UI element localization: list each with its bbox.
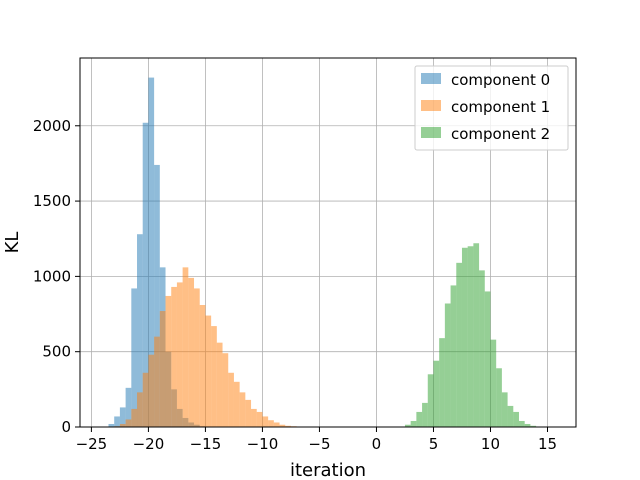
- series-2-bar-6: [439, 338, 445, 427]
- series-2-bar-7: [444, 303, 451, 427]
- series-1-bar-28: [273, 422, 280, 427]
- series-2-bar-21: [524, 423, 531, 427]
- series-0-bar-5: [137, 234, 143, 427]
- series-1-bar-1: [119, 423, 126, 427]
- y-tick-label-1: 500: [42, 343, 71, 361]
- y-tick-label-0: 0: [61, 418, 71, 436]
- legend-swatch-1: [421, 100, 441, 111]
- series-0-bar-8: [154, 164, 160, 427]
- series-1-bar-7: [154, 336, 160, 427]
- series-1-bar-17: [211, 326, 217, 427]
- series-1-bar-24: [251, 408, 257, 427]
- x-tick-label-0: −25: [76, 435, 108, 453]
- series-2-bar-15: [490, 339, 497, 427]
- series-2-bar-20: [518, 420, 525, 427]
- x-tick-label-5: 0: [372, 435, 382, 453]
- series-1-bar-19: [222, 353, 229, 427]
- y-tick-label-2: 1000: [33, 267, 71, 285]
- x-tick-label-7: 10: [481, 435, 500, 453]
- series-2-bar-0: [404, 424, 411, 427]
- legend-swatch-0: [421, 73, 441, 84]
- y-axis-ticks: 0 500 1000 1500 2000: [33, 117, 80, 436]
- legend-box: [414, 65, 569, 151]
- series-2-bar-17: [501, 392, 508, 427]
- legend-swatch-2: [421, 127, 441, 138]
- x-tick-label-8: 15: [538, 435, 557, 453]
- y-tick-label-3: 1500: [33, 192, 71, 210]
- series-2-bar-14: [484, 291, 491, 427]
- series-1-bar-25: [256, 411, 263, 427]
- x-tick-label-2: −15: [190, 435, 222, 453]
- series-2-bar-9: [456, 262, 462, 427]
- series-1-bar-13: [188, 277, 195, 427]
- series-1-bar-18: [216, 342, 223, 427]
- series-1-bar-4: [137, 392, 143, 427]
- x-tick-label-1: −20: [133, 435, 165, 453]
- series-2-bar-8: [450, 285, 457, 427]
- legend-label-0: component 0: [451, 71, 550, 89]
- series-1-bar-3: [131, 408, 138, 427]
- series-1-bar-29: [279, 424, 286, 427]
- series-0-bar-7: [148, 77, 155, 427]
- series-1-bar-5: [142, 372, 149, 427]
- series-0-bar-6: [142, 122, 149, 427]
- series-2-bar-10: [461, 247, 468, 427]
- series-1-bar-6: [148, 354, 155, 427]
- x-tick-label-4: −5: [308, 435, 330, 453]
- series-2-bar-16: [496, 368, 502, 427]
- x-tick-label-3: −10: [247, 435, 279, 453]
- series-1-bar-2: [125, 419, 132, 427]
- y-axis-label: KL: [2, 232, 23, 254]
- legend-item-1: component 1: [421, 98, 550, 116]
- series-1-bar-20: [228, 372, 234, 427]
- series-0-bar-2: [119, 407, 126, 427]
- series-1-bar-10: [171, 286, 177, 427]
- series-1-bar-12: [182, 267, 189, 427]
- series-1-bar-9: [165, 295, 172, 427]
- series-2-bar-4: [427, 374, 434, 427]
- series-1-bar-23: [245, 399, 252, 427]
- x-tick-label-6: 5: [429, 435, 439, 453]
- series-1-bar-14: [194, 288, 200, 427]
- legend-label-2: component 2: [451, 125, 550, 143]
- series-0-bar-4: [131, 288, 138, 427]
- series-1-bar-11: [176, 282, 183, 427]
- series-1-bar-15: [199, 305, 206, 427]
- series-1-bar-22: [239, 392, 246, 427]
- plot-frame: [79, 57, 577, 428]
- series-1-bar-16: [205, 315, 212, 427]
- legend-item-2: component 2: [421, 125, 550, 143]
- series-1-bar-8: [159, 311, 166, 427]
- series-2-bar-5: [433, 360, 440, 427]
- x-axis-label: iteration: [290, 460, 366, 480]
- series-2-bar-19: [513, 411, 519, 427]
- y-tick-label-4: 2000: [33, 117, 71, 135]
- series-2-bar-13: [479, 270, 485, 427]
- series-1-bar-21: [233, 381, 240, 427]
- series-1-bars: [114, 267, 320, 427]
- series-0-bar-3: [125, 387, 132, 427]
- series-2-bar-3: [422, 402, 428, 427]
- series-2-bar-22: [530, 425, 537, 427]
- series-2-bar-12: [473, 243, 480, 427]
- series-2-bar-2: [416, 411, 423, 427]
- x-axis-ticks: −25 −20 −15 −10 −5 0 5 10 15: [76, 427, 557, 453]
- series-0-bar-1: [114, 416, 120, 427]
- series-0-bar-0: [108, 423, 115, 427]
- series-1-bar-27: [268, 420, 274, 427]
- legend: component 0 component 1 component 2: [414, 65, 569, 151]
- legend-label-1: component 1: [451, 98, 550, 116]
- series-1-bar-30: [285, 425, 291, 427]
- series-2-bar-18: [507, 405, 514, 427]
- series-2-bar-1: [410, 420, 417, 427]
- series-2-bars: [404, 243, 537, 427]
- series-1-bar-26: [262, 416, 269, 427]
- series-2-bar-11: [467, 246, 474, 427]
- legend-item-0: component 0: [421, 71, 550, 89]
- histogram-bars: [108, 77, 537, 427]
